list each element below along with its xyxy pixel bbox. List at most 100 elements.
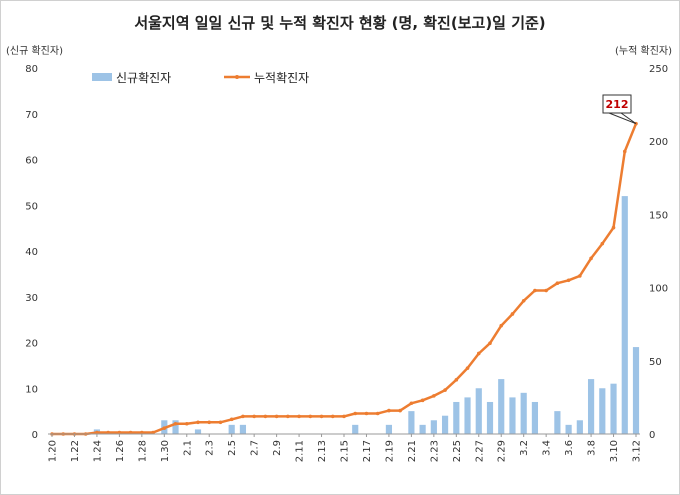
x-tick-label: 3.12	[632, 440, 643, 462]
right-axis-title: (누적 확진자)	[615, 46, 672, 57]
chart-title: 서울지역 일일 신규 및 누적 확진자 현황 (명, 확진(보고)일 기준)	[134, 14, 546, 32]
line-point	[578, 274, 582, 278]
line-point	[521, 298, 526, 303]
bar-new-cases	[576, 420, 583, 434]
line-point	[555, 281, 560, 286]
x-tick-label: 3.8	[587, 440, 598, 456]
line-point	[432, 394, 436, 398]
bar-new-cases	[509, 397, 516, 434]
y-right-tick-label: 200	[649, 137, 668, 148]
callout-box	[602, 94, 632, 114]
line-point	[566, 278, 571, 283]
line-point	[128, 430, 133, 435]
line-point	[252, 414, 256, 419]
line-point	[465, 366, 470, 370]
line-point	[589, 256, 593, 261]
y-left-tick-label: 10	[25, 384, 38, 395]
y-left-tick-label: 60	[25, 156, 38, 167]
y-right-tick-label: 250	[649, 64, 668, 75]
bar-new-cases	[486, 401, 494, 434]
x-tick-label: 3.10	[609, 440, 620, 462]
x-tick-label: 2.25	[452, 440, 463, 462]
bar-new-cases	[599, 388, 606, 434]
line-cumulative	[52, 123, 638, 436]
line-point	[196, 420, 200, 425]
y-right-tick-label: 50	[649, 357, 662, 368]
bar-new-cases	[565, 424, 572, 434]
bar-new-cases	[441, 415, 449, 434]
callout-value: 212	[606, 98, 629, 111]
x-tick-label: 2.29	[497, 440, 508, 462]
y-left-tick-label: 0	[32, 430, 38, 441]
line-point	[499, 323, 504, 328]
line-point	[387, 408, 391, 413]
y-left-tick-label: 40	[25, 247, 38, 258]
bar-new-cases	[194, 429, 202, 434]
line-point	[600, 241, 605, 246]
x-tick-label: 2.3	[205, 440, 216, 456]
legend-bar-swatch	[92, 73, 112, 81]
bar-new-cases	[520, 392, 527, 434]
y-right-tick-label: 0	[649, 430, 655, 441]
bar-new-cases	[610, 383, 617, 434]
line-point	[95, 430, 99, 435]
line-point	[162, 426, 167, 430]
callout-pointer	[608, 112, 637, 125]
x-tick-label: 2.15	[340, 440, 351, 462]
bar-new-cases	[239, 424, 247, 434]
line-layer	[50, 121, 638, 436]
bar-new-cases	[352, 424, 359, 434]
x-tick-label: 2.5	[227, 440, 238, 456]
line-point	[319, 414, 324, 419]
line-point	[140, 430, 144, 435]
x-tick-label: 1.28	[137, 440, 148, 462]
y-right-tick-label: 150	[649, 210, 668, 221]
x-tick-label: 1.24	[92, 440, 103, 462]
x-tick-label: 1.30	[160, 440, 171, 462]
line-point	[330, 414, 335, 419]
x-tick-label: 3.2	[519, 440, 530, 456]
bar-new-cases	[587, 379, 595, 434]
bar-new-cases	[453, 401, 460, 434]
bar-new-cases	[475, 388, 482, 434]
line-point	[398, 408, 402, 413]
x-tick-label: 2.17	[362, 440, 373, 462]
line-point	[622, 149, 627, 154]
line-point	[454, 378, 459, 382]
x-tick-label: 2.23	[429, 440, 440, 462]
line-point	[544, 288, 548, 293]
legend: 신규확진자 누적확진자	[92, 71, 309, 85]
line-point	[353, 411, 358, 416]
bar-new-cases	[554, 411, 561, 434]
axes-layer: 0 10 20 30 40 50 60 70 80 0 50 100 150 200 250 1.20 1.22…	[25, 64, 668, 462]
bar-new-cases	[172, 420, 179, 434]
line-point	[510, 312, 515, 316]
legend-line-marker	[235, 75, 239, 79]
bar-new-cases	[498, 379, 505, 434]
max-callout: 212	[602, 94, 637, 125]
line-point	[297, 414, 301, 419]
line-point	[106, 430, 110, 435]
y-left-tick-label: 20	[25, 339, 38, 350]
bar-new-cases	[621, 196, 628, 434]
x-tick-label: 2.9	[272, 440, 283, 456]
x-tick-label: 2.13	[317, 440, 328, 462]
x-tick-label: 2.1	[182, 440, 193, 456]
line-point	[420, 398, 425, 403]
x-tick-label: 1.22	[70, 440, 81, 462]
x-tick-label: 2.27	[474, 440, 485, 462]
line-point	[229, 417, 234, 422]
line-point	[274, 414, 279, 419]
y-left-tick-label: 50	[25, 201, 38, 212]
line-point	[476, 351, 481, 356]
line-point	[364, 411, 369, 416]
line-point	[342, 414, 346, 419]
x-tick-label: 2.11	[295, 440, 306, 462]
x-tick-label: 2.7	[250, 440, 261, 456]
x-tick-label: 1.26	[115, 440, 126, 462]
line-point	[409, 401, 414, 406]
line-point	[286, 414, 290, 419]
y-left-tick-label: 70	[25, 110, 38, 121]
